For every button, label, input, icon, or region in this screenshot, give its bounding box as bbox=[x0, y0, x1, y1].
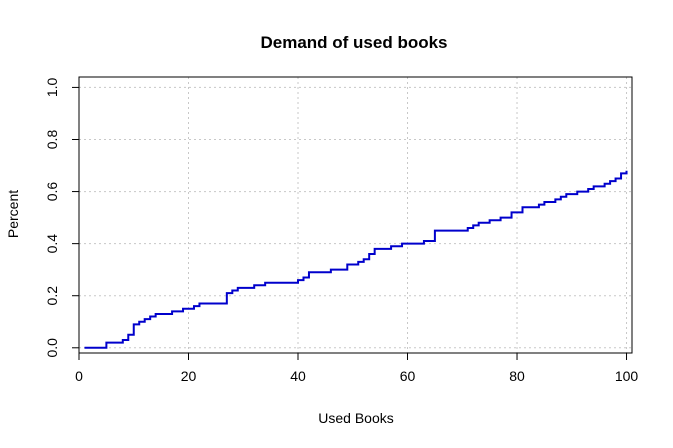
x-tick-label: 0 bbox=[75, 368, 83, 384]
plot-frame bbox=[78, 76, 633, 354]
x-tick-label: 20 bbox=[181, 368, 197, 384]
y-tick-label: 0.6 bbox=[44, 182, 60, 202]
grid bbox=[78, 77, 632, 353]
y-tick-label: 0.8 bbox=[44, 130, 60, 150]
y-axis-label: Percent bbox=[5, 190, 21, 238]
y-tick-label: 0.0 bbox=[44, 338, 60, 358]
y-tick-label: 1.0 bbox=[44, 77, 60, 97]
y-tick-label: 0.2 bbox=[44, 286, 60, 306]
x-tick-label: 80 bbox=[509, 368, 525, 384]
chart-title: Demand of used books bbox=[260, 33, 447, 52]
x-tick-label: 60 bbox=[400, 368, 416, 384]
x-axis: 0 20 40 60 80 100 bbox=[75, 352, 639, 384]
y-axis: 0.0 0.2 0.4 0.6 0.8 1.0 bbox=[44, 77, 80, 358]
series-line bbox=[84, 170, 628, 349]
x-tick-label: 100 bbox=[615, 368, 639, 384]
series bbox=[84, 170, 628, 349]
y-tick-label: 0.4 bbox=[44, 234, 60, 254]
x-tick-label: 40 bbox=[290, 368, 306, 384]
x-axis-label: Used Books bbox=[318, 410, 393, 426]
